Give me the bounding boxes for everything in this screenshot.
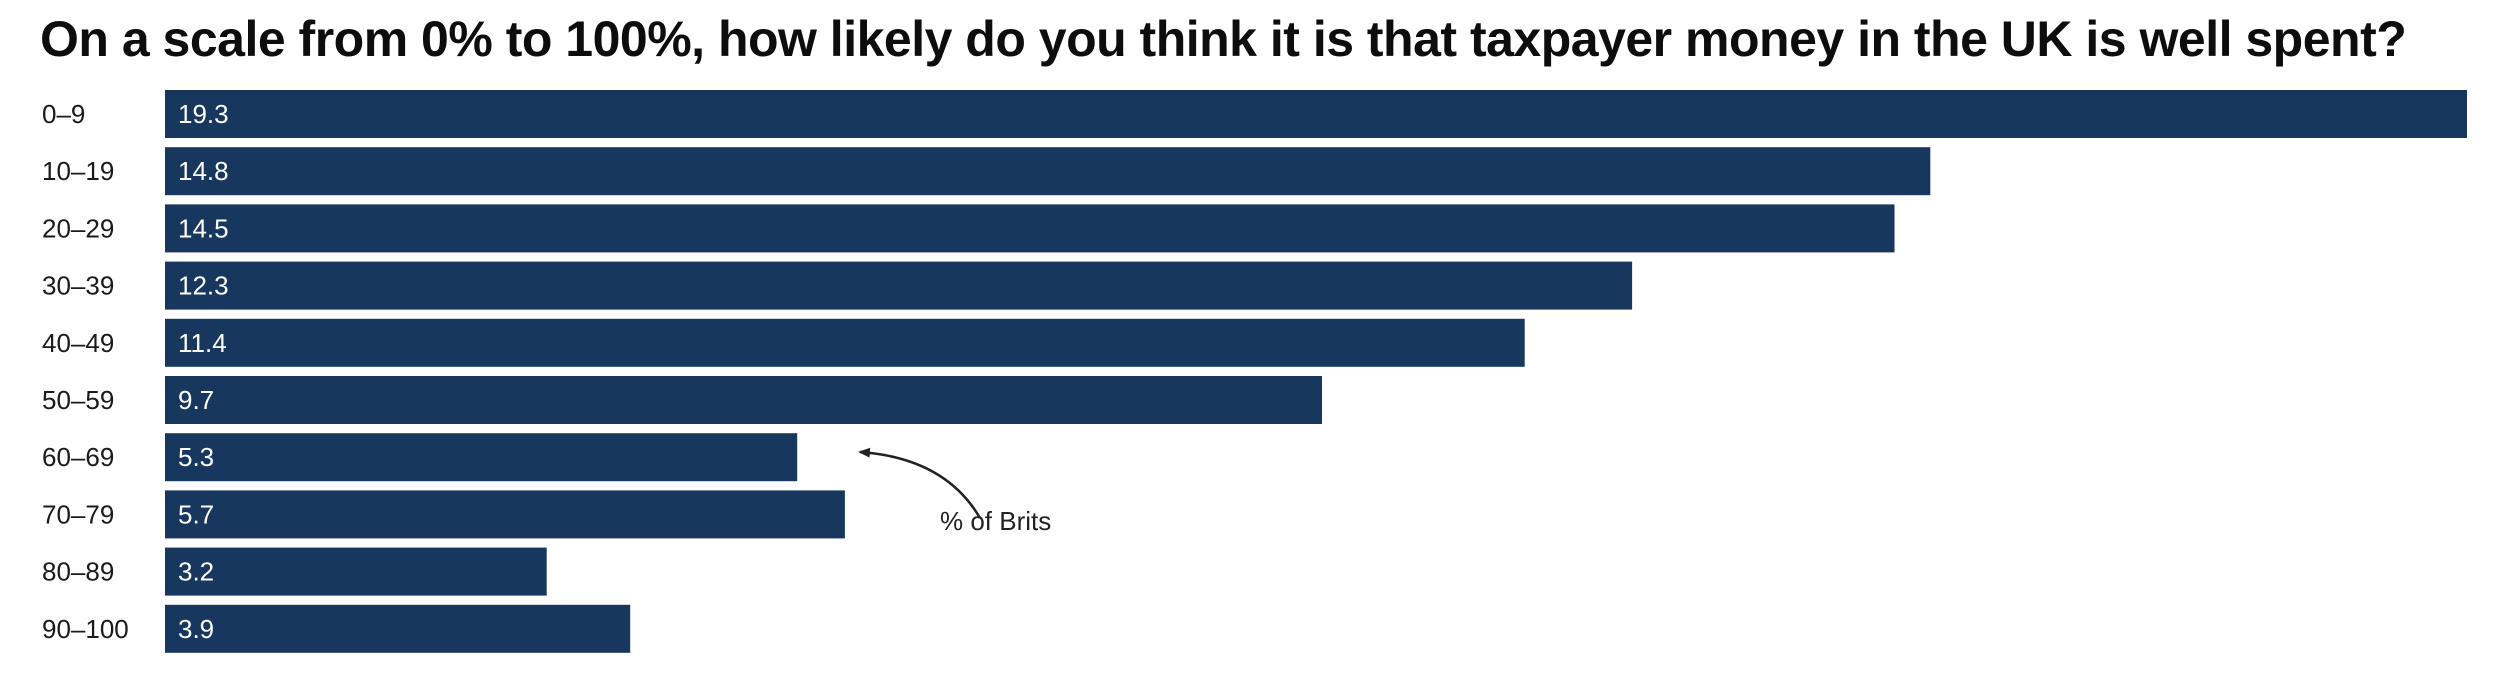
- value-label: 3.9: [178, 614, 214, 644]
- value-label: 14.8: [178, 156, 229, 186]
- annotation-arrow: [858, 447, 982, 519]
- value-label: 12.3: [178, 271, 229, 301]
- bar-70–79: [165, 490, 845, 539]
- value-label: 5.7: [178, 499, 214, 529]
- category-label: 30–39: [42, 271, 114, 301]
- value-label: 14.5: [178, 213, 229, 243]
- bar-10–19: [165, 147, 1931, 196]
- value-label: 9.7: [178, 385, 214, 415]
- value-label: 3.2: [178, 557, 214, 587]
- bar-20–29: [165, 204, 1895, 253]
- value-label: 5.3: [178, 442, 214, 472]
- category-label: 70–79: [42, 499, 114, 529]
- bar-90–100: [165, 604, 631, 653]
- bar-60–69: [165, 433, 798, 482]
- category-label: 0–9: [42, 99, 85, 129]
- category-label: 90–100: [42, 614, 129, 644]
- bar-40–49: [165, 318, 1525, 367]
- annotation-label: % of Brits: [940, 506, 1051, 536]
- bar-30–39: [165, 261, 1633, 310]
- category-label: 50–59: [42, 385, 114, 415]
- bar-80–89: [165, 547, 547, 596]
- chart-title: On a scale from 0% to 100%, how likely d…: [40, 11, 2407, 67]
- bars-group: 0–9 19.3 10–19 14.8 20–29 14.5 30–39 12.3 40–49 1…: [42, 90, 2467, 653]
- category-label: 80–89: [42, 557, 114, 587]
- category-label: 20–29: [42, 213, 114, 243]
- bar-0–9: [165, 90, 2467, 138]
- value-label: 19.3: [178, 99, 229, 129]
- value-label: 11.4: [178, 328, 227, 358]
- category-label: 60–69: [42, 442, 114, 472]
- bar-50–59: [165, 376, 1322, 424]
- category-label: 10–19: [42, 156, 114, 186]
- category-label: 40–49: [42, 328, 114, 358]
